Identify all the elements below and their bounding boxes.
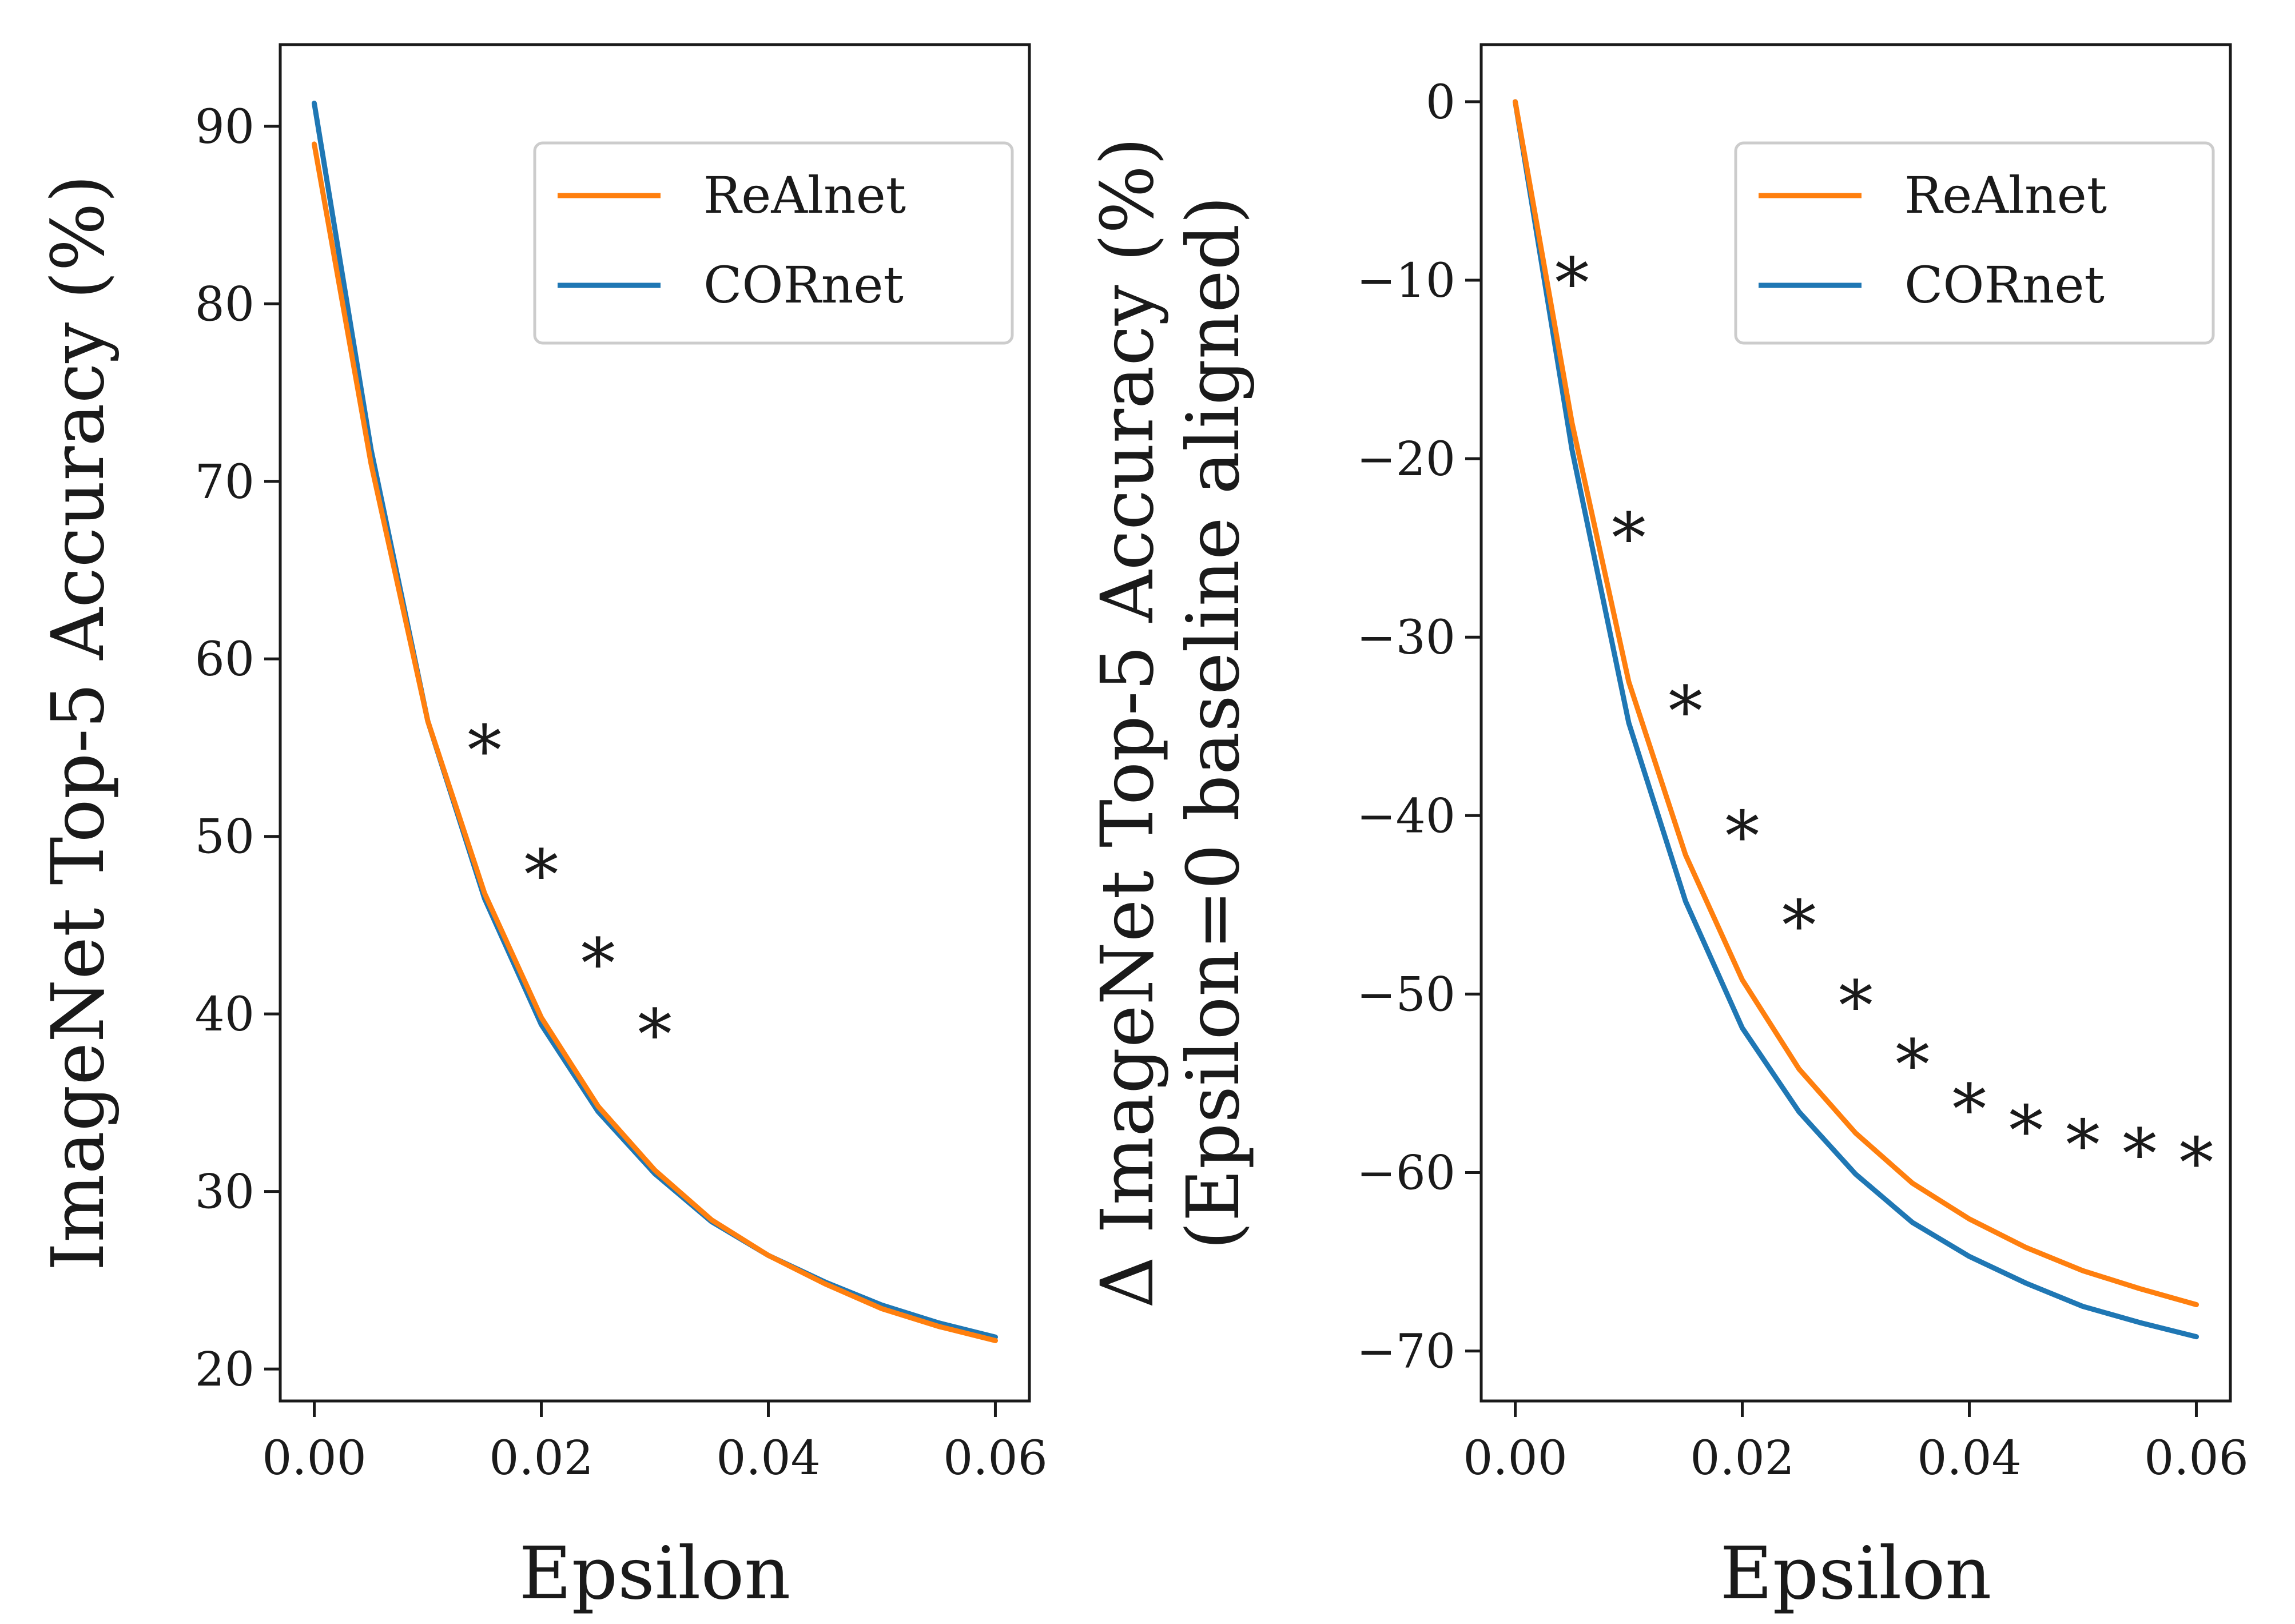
- significance-star: *: [2179, 1124, 2213, 1203]
- legend: ReAlnet CORnet: [533, 141, 1014, 345]
- x-tick-label: 0.00: [1463, 1431, 1568, 1486]
- significance-star: *: [1555, 244, 1589, 323]
- x-tick-label: 0.02: [1690, 1431, 1795, 1486]
- y-axis-label-line-1: Δ ImageNet Top-5 Accuracy (%): [1085, 137, 1170, 1308]
- x-tick-label: 0.06: [943, 1431, 1048, 1486]
- series-line-cornet: [1513, 99, 2199, 1340]
- x-tick-label: 0.02: [489, 1431, 594, 1486]
- y-tick-label: −30: [1357, 611, 1455, 665]
- significance-star: *: [1952, 1070, 1986, 1149]
- legend-label-realnet: ReAlnet: [703, 166, 906, 225]
- y-tick-label: −10: [1357, 254, 1455, 308]
- x-tick-label: 0.06: [2144, 1431, 2249, 1486]
- y-tick-label: 0: [1426, 75, 1455, 130]
- y-tick-label: 60: [195, 632, 254, 687]
- axes-frame: [1479, 43, 2232, 1403]
- y-tick-label: 70: [195, 455, 254, 510]
- legend: ReAlnet CORnet: [1734, 141, 2215, 345]
- x-tick-label: 0.04: [1917, 1431, 2022, 1486]
- significance-star: *: [581, 925, 615, 1004]
- y-tick-label: −60: [1357, 1147, 1455, 1201]
- y-axis-label-line-2: (Epsilon=0 baseline aligned): [1171, 196, 1255, 1249]
- significance-star: *: [2009, 1092, 2043, 1171]
- y-tick-label: −20: [1357, 432, 1455, 487]
- significance-star: *: [1668, 672, 1703, 751]
- x-axis-label: Epsilon: [1720, 1531, 1992, 1615]
- legend-label-cornet: CORnet: [1904, 256, 2105, 315]
- significance-star: *: [524, 835, 559, 915]
- x-axis-label: Epsilon: [519, 1531, 791, 1615]
- y-tick-label: 80: [195, 277, 254, 332]
- y-tick-label: 50: [195, 810, 254, 865]
- significance-star: *: [467, 711, 502, 791]
- significance-star: *: [1725, 797, 1760, 877]
- chart-panel-1: * * * * 0.00 0.02 0.04 0.06 20 30 40 50 60 70 80 90 Epsi…: [36, 43, 1048, 1615]
- significance-star: *: [2066, 1106, 2100, 1185]
- series-line-realnet: [1513, 99, 2199, 1307]
- x-tick-label: 0.04: [716, 1431, 821, 1486]
- significance-star: *: [1782, 886, 1816, 966]
- legend-label-realnet: ReAlnet: [1904, 166, 2107, 225]
- x-tick-label: 0.00: [262, 1431, 367, 1486]
- series-line-realnet: [312, 141, 998, 1343]
- y-axis-label: ImageNet Top-5 Accuracy (%): [36, 174, 120, 1271]
- significance-star: *: [2122, 1114, 2157, 1194]
- y-tick-label: −40: [1357, 789, 1455, 843]
- y-tick-label: 30: [195, 1165, 254, 1220]
- y-tick-label: −50: [1357, 968, 1455, 1022]
- significance-star: *: [1839, 966, 1873, 1046]
- legend-label-cornet: CORnet: [703, 256, 904, 315]
- y-tick-label: 20: [195, 1343, 254, 1397]
- y-tick-label: −70: [1357, 1325, 1455, 1379]
- significance-star: *: [1895, 1025, 1930, 1105]
- significance-star: *: [1612, 499, 1646, 579]
- axes-frame: [279, 43, 1031, 1403]
- chart-panel-2: * * * * * * * * * * * * 0.00 0.02 0.04 0.06 0 −10 −20 −30 −4…: [1085, 43, 2249, 1615]
- significance-star: *: [638, 996, 672, 1075]
- y-tick-label: 90: [195, 100, 254, 154]
- y-tick-label: 40: [195, 988, 254, 1042]
